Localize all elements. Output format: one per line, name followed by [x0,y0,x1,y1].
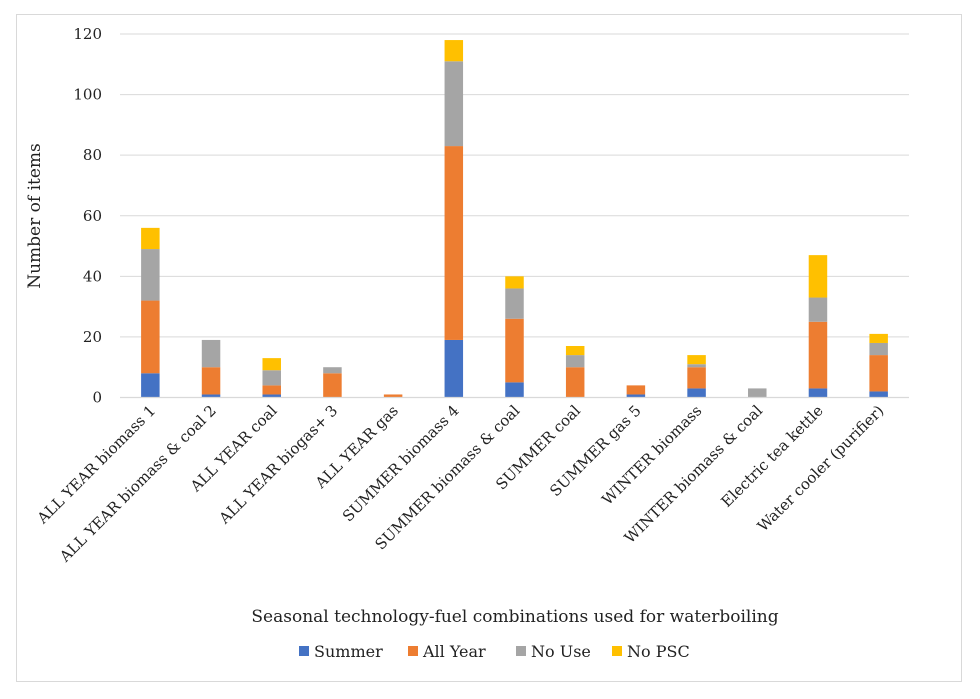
y-tick-label: 80 [83,146,102,164]
legend-swatch [516,646,526,656]
bar-segment-all-year [808,321,828,389]
bar-segment-summer [687,388,706,398]
x-tick-label: Electric tea kettle [718,402,827,511]
bar-stack [201,339,221,398]
gridlines [120,33,909,338]
bar-segment-no-use [262,370,281,386]
bar-segment-no-psc [565,346,585,356]
x-tick-label: WINTER biomass [598,402,705,509]
x-tick-label: ALL YEAR biogas+ 3 [215,402,341,528]
bar-segment-no-use [444,61,464,147]
bar-stack [565,346,585,398]
legend-label: No PSC [627,642,690,661]
bar-stack [869,333,888,398]
y-tick-label: 40 [83,267,102,285]
bar-segment-no-use [505,288,524,319]
bar-segment-no-use [141,249,160,301]
bar-stack [323,367,342,398]
bar-segment-no-psc [505,276,524,289]
bar-segment-all-year [262,385,281,395]
y-tick-label: 20 [83,328,102,346]
bar-segment-all-year [565,367,585,398]
bar-segment-all-year [141,300,160,374]
bars [141,40,888,398]
bar-segment-no-use [565,355,585,368]
legend-item: No Use [516,642,591,661]
y-tick-label: 0 [92,389,102,407]
x-tick-label: SUMMER biomass 4 [339,402,463,526]
y-tick-label: 60 [83,207,102,225]
bar-segment-no-psc [869,333,888,343]
bar-segment-no-psc [687,355,706,365]
bar-segment-all-year [687,367,706,389]
x-axis-title: Seasonal technology-fuel combinations us… [251,607,778,627]
bar-segment-no-use [201,339,221,368]
bar-stack [383,394,403,398]
legend-swatch [408,646,418,656]
bar-stack [748,388,767,398]
legend: Summer All Year No Use No PSC [299,642,690,661]
legend-item: Summer [299,642,383,661]
bar-segment-all-year [505,318,524,383]
bar-segment-summer [141,373,160,398]
bar-segment-all-year [383,394,403,398]
bar-stack [444,40,464,398]
legend-swatch [299,646,309,656]
legend-label: Summer [314,642,383,661]
x-tick-label: ALL YEAR biomass 1 [33,402,159,528]
y-axis-ticks: 0 20 40 60 80 100 120 [73,25,102,407]
bar-segment-no-use [687,364,706,368]
bar-segment-all-year [444,146,464,340]
bar-segment-summer [505,382,524,398]
bar-segment-no-use [808,297,828,322]
y-tick-label: 120 [73,25,102,43]
bar-segment-summer [262,394,281,398]
bar-segment-all-year [323,373,342,398]
bar-segment-summer [869,391,888,398]
bar-segment-all-year [201,367,221,395]
legend-label: No Use [531,642,591,661]
bar-segment-summer [201,394,221,398]
bar-segment-no-psc [141,227,160,250]
bar-segment-no-psc [808,255,828,298]
bar-segment-all-year [626,385,646,395]
x-tick-label: Water cooler (purifier) [754,402,888,536]
legend-item: No PSC [612,642,690,661]
bar-stack [141,227,160,398]
legend-swatch [612,646,622,656]
bar-segment-no-use [323,367,342,374]
bar-stack [626,385,646,398]
legend-item: All Year [408,642,486,661]
bar-segment-summer [626,394,646,398]
bar-segment-no-use [869,342,888,356]
bar-stack [687,355,706,398]
bar-stack [262,358,281,398]
bar-segment-summer [808,388,828,398]
bar-segment-all-year [869,355,888,392]
bar-stack [808,255,828,398]
y-axis-title: Number of items [25,143,45,289]
bar-stack [505,276,524,398]
chart-frame [16,14,962,682]
legend-label: All Year [422,642,486,661]
bar-segment-summer [444,339,464,398]
bar-segment-no-use [748,388,767,398]
bar-segment-no-psc [444,40,464,62]
y-tick-label: 100 [73,86,102,104]
bar-segment-no-psc [262,358,281,371]
